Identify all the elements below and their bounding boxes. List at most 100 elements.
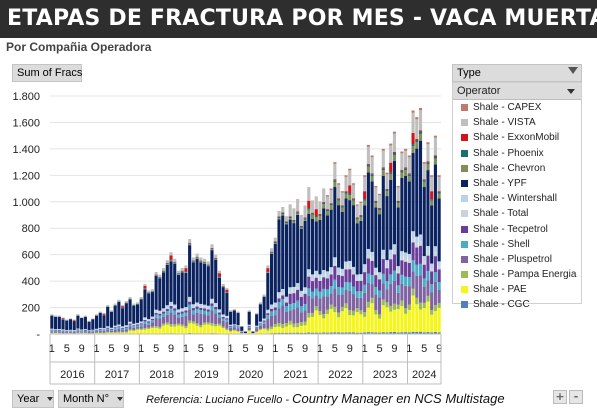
bar-segment	[363, 312, 367, 317]
bar-segment	[392, 303, 397, 310]
bar-segment	[83, 329, 87, 330]
bar-segment	[102, 329, 106, 331]
bar-segment	[396, 202, 400, 208]
bar-segment	[337, 267, 341, 272]
bar-segment	[102, 329, 106, 330]
bar-segment	[333, 181, 337, 188]
bar-segment	[284, 326, 289, 333]
bar-segment	[310, 200, 315, 213]
bar-segment	[270, 248, 274, 252]
bar-segment	[329, 209, 333, 268]
bar-segment	[385, 289, 389, 303]
x-month-label: 5	[242, 343, 248, 355]
bar-segment	[206, 261, 210, 265]
bar-segment	[277, 332, 281, 334]
bar-segment	[106, 327, 110, 328]
bar-segment	[76, 333, 80, 334]
month-field-button[interactable]: Month N°	[58, 390, 124, 408]
page-title: ETAPAS DE FRACTURA POR MES - VACA MUERTA	[0, 0, 597, 38]
bar-segment	[229, 325, 233, 327]
bar-segment	[355, 332, 359, 334]
bar-segment	[407, 332, 411, 334]
bar-segment	[426, 170, 430, 247]
bar-segment	[333, 262, 337, 266]
bar-segment	[422, 163, 426, 180]
bar-segment	[273, 333, 277, 334]
bar-segment	[113, 326, 117, 328]
legend-item: Shale - Tecpetrol	[453, 222, 581, 237]
bar-segment	[415, 243, 419, 248]
bar-segment	[266, 328, 270, 331]
bar-segment	[221, 316, 225, 319]
bar-segment	[176, 317, 181, 324]
bar-segment	[426, 246, 430, 252]
bar-segment	[128, 297, 132, 299]
bar-segment	[340, 311, 344, 333]
bar-segment	[303, 220, 307, 288]
bar-segment	[57, 329, 61, 331]
bar-segment	[366, 248, 370, 255]
bar-segment	[363, 200, 367, 206]
bar-segment	[217, 314, 221, 318]
bar-segment	[191, 308, 195, 311]
bar-segment	[418, 130, 423, 132]
bar-segment	[124, 325, 128, 327]
bar-segment	[154, 309, 158, 312]
bar-segment	[258, 323, 262, 325]
bar-segment	[221, 286, 225, 287]
bar-segment	[106, 304, 110, 307]
legend-item: Shale - Chevron	[453, 161, 581, 176]
bar-segment	[83, 332, 87, 334]
collapse-button[interactable]: -	[569, 390, 583, 404]
bar-segment	[363, 176, 367, 192]
bar-segment	[195, 333, 199, 334]
bar-segment	[292, 221, 296, 224]
bar-segment	[117, 327, 121, 329]
bar-segment	[243, 331, 248, 333]
bar-segment	[322, 208, 326, 271]
bar-segment	[404, 167, 408, 169]
bar-segment	[340, 294, 344, 307]
year-field-button[interactable]: Year	[12, 390, 54, 408]
bar-segment	[433, 158, 437, 165]
bar-segment	[385, 188, 389, 190]
bar-segment	[281, 212, 285, 214]
bar-segment	[348, 315, 352, 333]
expand-button[interactable]: +	[553, 390, 567, 404]
bar-segment	[65, 319, 69, 321]
bar-segment	[303, 206, 307, 218]
bar-segment	[333, 265, 337, 280]
bar-segment	[322, 288, 326, 297]
legend-swatch	[461, 301, 468, 309]
reference-prefix: Referencia: Luciano Fucello -	[146, 394, 293, 406]
bar-segment	[344, 303, 348, 309]
bar-segment	[377, 276, 382, 280]
x-month-label: 5	[332, 343, 338, 355]
bar-segment	[232, 308, 236, 310]
bar-segment	[72, 320, 76, 321]
bar-segment	[370, 260, 374, 276]
legend-label: Shale - Shell	[473, 238, 530, 250]
bar-segment	[165, 322, 169, 325]
bar-segment	[98, 332, 102, 334]
bar-segment	[113, 332, 117, 333]
bar-segment	[277, 308, 281, 323]
legend-swatch	[461, 271, 468, 279]
type-field-button[interactable]: Type	[452, 64, 582, 82]
legend-label: Shale - ExxonMobil	[473, 132, 560, 144]
bar-segment	[374, 202, 378, 208]
bar-segment	[225, 330, 229, 334]
bar-segment	[344, 308, 348, 333]
bar-segment	[199, 324, 203, 328]
bar-segment	[407, 174, 411, 177]
bar-segment	[162, 310, 166, 312]
bar-segment	[348, 195, 352, 201]
bar-segment	[76, 332, 80, 334]
legend-swatch	[461, 164, 468, 172]
bar-segment	[72, 319, 76, 321]
bar-segment	[430, 191, 434, 200]
sum-of-fracs-field-button[interactable]: Sum of Fracs	[12, 64, 82, 82]
bar-segment	[418, 133, 423, 141]
operator-field-button[interactable]: Operator	[453, 83, 581, 100]
bar-segment	[314, 216, 318, 218]
